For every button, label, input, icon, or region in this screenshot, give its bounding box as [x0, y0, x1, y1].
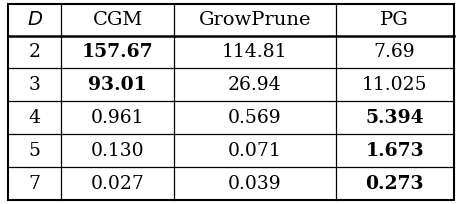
Text: 7: 7: [29, 175, 41, 193]
Text: GrowPrune: GrowPrune: [199, 11, 311, 29]
Text: 2: 2: [29, 43, 41, 61]
Text: $D$: $D$: [27, 11, 43, 29]
Text: 5: 5: [29, 142, 41, 160]
Text: 7.69: 7.69: [374, 43, 415, 61]
Text: 0.130: 0.130: [91, 142, 145, 160]
Text: 157.67: 157.67: [82, 43, 153, 61]
Text: 114.81: 114.81: [222, 43, 287, 61]
Text: 1.673: 1.673: [365, 142, 424, 160]
Text: 93.01: 93.01: [88, 76, 147, 94]
Text: 0.027: 0.027: [91, 175, 145, 193]
Text: CGM: CGM: [92, 11, 143, 29]
Text: 0.569: 0.569: [228, 109, 282, 127]
Text: 11.025: 11.025: [362, 76, 427, 94]
Text: 0.039: 0.039: [228, 175, 282, 193]
Text: 0.273: 0.273: [365, 175, 424, 193]
Text: 4: 4: [29, 109, 41, 127]
Text: 5.394: 5.394: [365, 109, 424, 127]
Text: 0.961: 0.961: [91, 109, 145, 127]
Text: PG: PG: [380, 11, 409, 29]
Text: 0.071: 0.071: [228, 142, 282, 160]
Text: 3: 3: [29, 76, 41, 94]
Text: 26.94: 26.94: [228, 76, 282, 94]
